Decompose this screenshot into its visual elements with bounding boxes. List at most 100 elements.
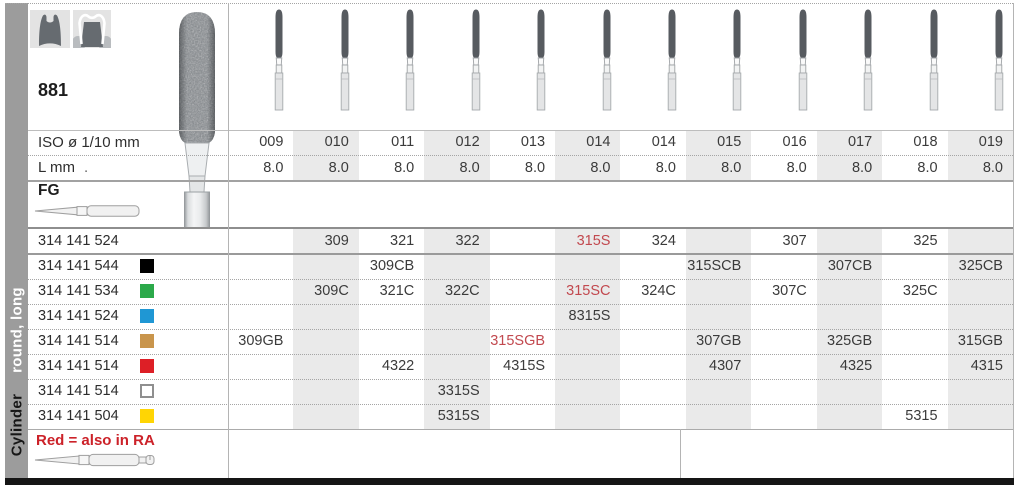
order-number-cell: 307: [782, 233, 807, 249]
grid-line: [28, 155, 1013, 156]
color-chip: [140, 334, 154, 348]
small-bur-image: [729, 8, 745, 112]
length-cell: 8.0: [524, 160, 546, 176]
order-number-cell: 322: [455, 233, 480, 249]
order-number-cell: 321C: [379, 283, 415, 299]
order-number-cell: 4322: [381, 358, 415, 374]
small-bur-image: [468, 8, 484, 112]
figure-number: 881: [38, 80, 69, 100]
order-code: 314 141 534: [38, 283, 119, 299]
order-number-cell: 315S: [576, 233, 611, 249]
iso-size-cell: 019: [978, 134, 1003, 150]
order-code: 314 141 514: [38, 383, 119, 399]
order-number-cell: 315SGB: [490, 333, 546, 349]
color-chip: [140, 359, 154, 373]
color-chip: [140, 409, 154, 423]
color-chip: [140, 284, 154, 298]
color-chip: [140, 384, 154, 398]
length-cell: 8.0: [263, 160, 284, 176]
order-number-cell: 4315: [970, 358, 1003, 374]
bur-product-image: [170, 6, 224, 234]
small-bur-image: [271, 8, 287, 112]
grid-line: [28, 253, 1013, 255]
length-cell: 8.0: [394, 160, 415, 176]
grid-line: [28, 130, 1013, 131]
sidebar-category-label: Cylinder: [8, 393, 25, 457]
order-number-cell: 321: [390, 233, 415, 249]
grid-line: [28, 329, 1013, 330]
crown-on-prep-icon: [71, 10, 113, 54]
tooth-silhouette-icon: [30, 10, 70, 53]
order-number-cell: 315GB: [957, 333, 1003, 349]
small-bur-image: [926, 8, 942, 112]
order-number-cell: 324: [651, 233, 676, 249]
order-code: 314 141 524: [38, 308, 119, 324]
column-stripe: [816, 227, 883, 429]
bottom-bar: [5, 478, 1014, 485]
grid-line: [28, 279, 1013, 280]
small-bur-image: [860, 8, 876, 112]
column-stripe: [293, 227, 359, 429]
column-stripe: [947, 227, 1013, 429]
order-number-cell: 4307: [709, 358, 742, 374]
small-bur-image: [337, 8, 353, 112]
grid-line: [28, 304, 1013, 305]
order-number-cell: 309: [324, 233, 349, 249]
iso-size-cell: 012: [455, 134, 480, 150]
order-number-cell: 325: [913, 233, 938, 249]
length-cell: 8.0: [982, 160, 1003, 176]
order-number-cell: 322C: [444, 283, 480, 299]
small-bur-image: [795, 8, 811, 112]
order-number-cell: 8315S: [568, 308, 611, 324]
order-code: 314 141 514: [38, 333, 119, 349]
length-cell: 8.0: [590, 160, 611, 176]
grid-line: [680, 429, 681, 478]
order-number-cell: 325C: [902, 283, 938, 299]
length-cell: 8.0: [655, 160, 676, 176]
order-code: 314 141 504: [38, 408, 119, 424]
order-number-cell: 324C: [641, 283, 676, 299]
column-stripe: [555, 227, 621, 429]
iso-size-cell: 013: [520, 134, 546, 150]
column-stripe: [685, 227, 752, 429]
order-number-cell: 4325: [839, 358, 873, 374]
order-number-cell: 5315S: [437, 408, 480, 424]
order-number-cell: 307GB: [696, 333, 742, 349]
order-code: 314 141 544: [38, 258, 119, 274]
order-number-cell: 309C: [314, 283, 349, 299]
order-number-cell: 4315S: [503, 358, 546, 374]
length-cell: 8.0: [328, 160, 349, 176]
order-number-cell: 315SCB: [687, 258, 742, 274]
grid-line: [28, 354, 1013, 355]
fg-shank-illustration: [33, 203, 143, 224]
iso-size-cell: 011: [391, 134, 415, 150]
grid-line: [5, 3, 1013, 4]
column-stripe: [424, 227, 490, 429]
order-number-cell: 325GB: [827, 333, 873, 349]
length-cell: 8.0: [721, 160, 742, 176]
small-bur-image: [991, 8, 1007, 112]
iso-size-cell: 010: [324, 134, 349, 150]
order-number-cell: 309GB: [238, 333, 284, 349]
iso-row-label: ISO ø 1/10 mm: [38, 134, 140, 151]
color-chip: [140, 309, 154, 323]
small-bur-image: [533, 8, 549, 112]
grid-line: [28, 379, 1013, 380]
grid-line: [28, 180, 1013, 182]
length-cell: 8.0: [786, 160, 807, 176]
order-number-cell: 307CB: [827, 258, 873, 274]
grid-line: [1013, 3, 1014, 478]
order-number-cell: 309CB: [369, 258, 415, 274]
length-cell: 8.0: [851, 160, 873, 176]
sidebar: round, long Cylinder: [5, 3, 28, 478]
length-row-label: L mm: [38, 159, 75, 176]
small-bur-image: [599, 8, 615, 112]
length-cell: 8.0: [917, 160, 938, 176]
order-number-cell: 307C: [772, 283, 807, 299]
iso-size-cell: 009: [259, 134, 284, 150]
iso-size-cell: 014: [651, 134, 676, 150]
sidebar-shape-label: round, long: [8, 287, 25, 373]
order-number-cell: 3315S: [437, 383, 480, 399]
grid-line: [28, 227, 1013, 229]
